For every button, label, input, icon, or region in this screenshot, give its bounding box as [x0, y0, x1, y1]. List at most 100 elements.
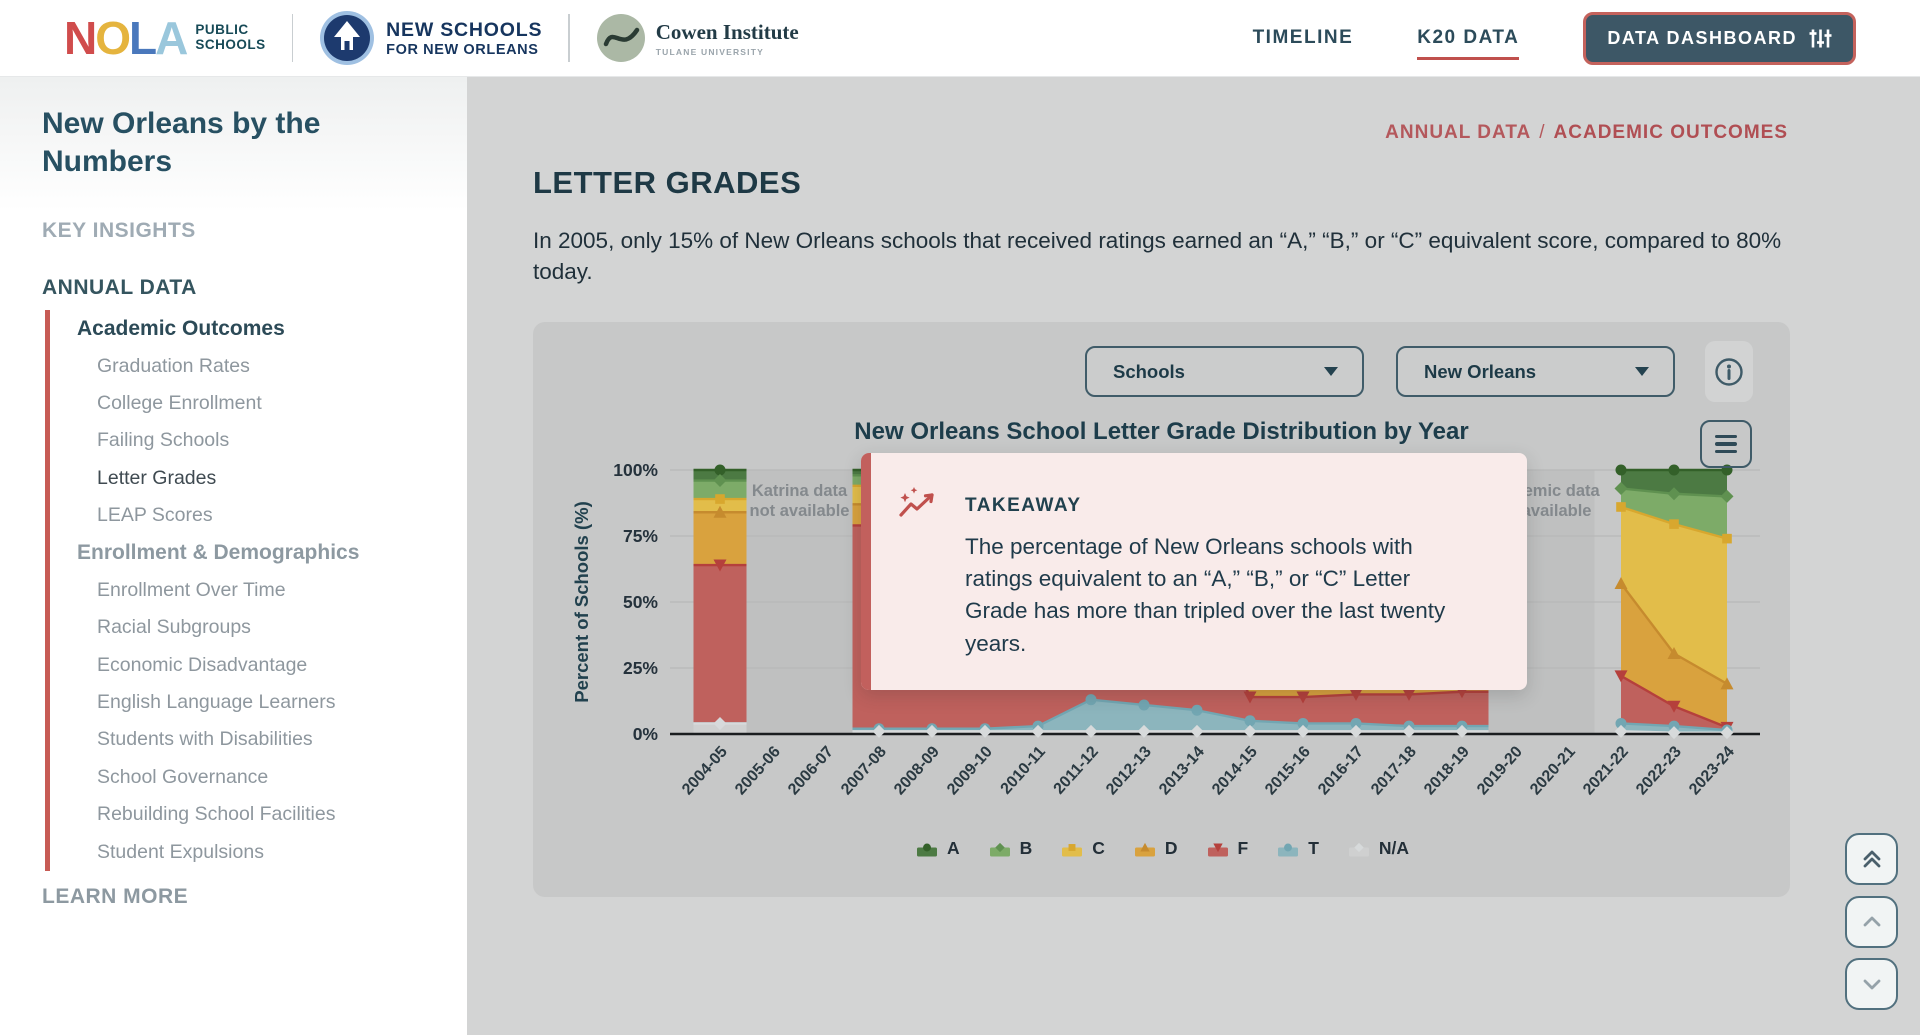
legend-label: T	[1308, 838, 1319, 858]
scroll-to-top-button[interactable]	[1845, 833, 1898, 885]
data-dashboard-label: DATA DASHBOARD	[1607, 27, 1797, 48]
svg-text:2023-24: 2023-24	[1686, 743, 1738, 798]
sidebar-item-leap-scores[interactable]: LEAP Scores	[97, 504, 213, 527]
sidebar-item-learn-more[interactable]: LEARN MORE	[42, 885, 189, 908]
sidebar-item-english-language-learners[interactable]: English Language Learners	[97, 691, 336, 714]
svg-text:2011-12: 2011-12	[1051, 743, 1102, 797]
svg-text:2014-15: 2014-15	[1209, 743, 1261, 798]
sidebar-item-key-insights[interactable]: KEY INSIGHTS	[42, 219, 196, 242]
legend-swatch	[1348, 842, 1369, 856]
svg-text:2006-07: 2006-07	[785, 743, 837, 798]
svg-text:2005-06: 2005-06	[732, 743, 784, 798]
legend-swatch	[1134, 842, 1155, 856]
legend-label: D	[1164, 838, 1178, 858]
svg-text:2013-14: 2013-14	[1156, 743, 1208, 798]
svg-text:2017-18: 2017-18	[1368, 743, 1420, 798]
legend-item-n-a[interactable]: N/A	[1346, 838, 1409, 859]
svg-text:2007-08: 2007-08	[838, 743, 890, 798]
legend-label: F	[1237, 838, 1249, 858]
breadcrumb-academic-outcomes[interactable]: ACADEMIC OUTCOMES	[1553, 122, 1788, 143]
sidebar-item-economic-disadvantage[interactable]: Economic Disadvantage	[97, 653, 308, 676]
sidebar-item-enrollment-demographics[interactable]: Enrollment & Demographics	[77, 541, 360, 565]
takeaway-heading: TAKEAWAY	[965, 495, 1082, 516]
legend-item-d[interactable]: D	[1132, 838, 1178, 859]
legend-item-b[interactable]: B	[987, 838, 1033, 859]
chart-menu-button[interactable]	[1700, 420, 1752, 468]
sidebar: New Orleans by the Numbers KEY INSIGHTS …	[0, 77, 467, 1035]
svg-text:Percent of Schools (%): Percent of Schools (%)	[571, 501, 592, 702]
takeaway-body: The percentage of New Orleans schools wi…	[965, 534, 1446, 656]
breadcrumb-annual-data[interactable]: ANNUAL DATA	[1385, 122, 1532, 143]
sidebar-item-academic-outcomes[interactable]: Academic Outcomes	[77, 316, 285, 340]
legend-swatch	[1062, 843, 1083, 856]
svg-text:Katrina data: Katrina data	[752, 482, 848, 500]
svg-text:50%: 50%	[623, 592, 658, 612]
nola-logo-subtitle: PUBLIC SCHOOLS	[195, 22, 266, 52]
sliders-icon	[1809, 29, 1832, 47]
page-intro: In 2005, only 15% of New Orleans schools…	[533, 228, 1782, 285]
region-dropdown[interactable]: New Orleans	[1396, 346, 1675, 397]
chevron-down-icon	[1863, 979, 1880, 990]
breadcrumb-separator: /	[1539, 122, 1546, 143]
top-nav: TIMELINE K20 DATA DATA DASHBOARD	[1252, 11, 1920, 65]
sidebar-item-annual-data[interactable]: ANNUAL DATA	[42, 276, 197, 299]
legend-item-t[interactable]: T	[1275, 838, 1319, 859]
svg-text:not available: not available	[750, 502, 850, 520]
page-title: LETTER GRADES	[533, 165, 802, 200]
info-icon	[1715, 357, 1743, 386]
sidebar-item-letter-grades[interactable]: Letter Grades	[97, 466, 217, 489]
new-schools-icon	[320, 11, 375, 65]
data-dashboard-button[interactable]: DATA DASHBOARD	[1583, 11, 1856, 65]
legend-label: C	[1092, 838, 1105, 858]
info-button[interactable]	[1705, 341, 1753, 402]
sidebar-item-racial-subgroups[interactable]: Racial Subgroups	[97, 616, 251, 639]
sidebar-item-rebuilding-school-facilities[interactable]: Rebuilding School Facilities	[97, 803, 336, 826]
legend-label: B	[1019, 838, 1033, 858]
svg-text:2018-19: 2018-19	[1421, 743, 1473, 798]
trend-sparkle-icon	[899, 487, 934, 517]
sidebar-title: New Orleans by the Numbers	[42, 107, 321, 178]
sidebar-item-failing-schools[interactable]: Failing Schools	[97, 429, 230, 452]
sidebar-item-enrollment-over-time[interactable]: Enrollment Over Time	[97, 578, 286, 601]
legend-item-f[interactable]: F	[1205, 838, 1249, 859]
new-schools-logo[interactable]: NEW SCHOOLS FOR NEW ORLEANS	[319, 10, 542, 66]
sidebar-item-graduation-rates[interactable]: Graduation Rates	[97, 354, 250, 377]
dataset-dropdown-value: Schools	[1113, 360, 1185, 382]
scroll-up-button[interactable]	[1845, 896, 1898, 948]
svg-text:2022-23: 2022-23	[1633, 743, 1685, 798]
nola-letter: A	[155, 12, 188, 64]
double-chevron-up-icon	[1863, 850, 1880, 868]
sidebar-item-students-with-disabilities[interactable]: Students with Disabilities	[97, 728, 313, 751]
nav-timeline[interactable]: TIMELINE	[1252, 27, 1354, 48]
nola-letter: N	[64, 12, 97, 64]
nola-letter: O	[95, 12, 131, 64]
sidebar-item-school-governance[interactable]: School Governance	[97, 765, 269, 788]
svg-text:2020-21: 2020-21	[1527, 743, 1579, 798]
nav-k20-data[interactable]: K20 DATA	[1417, 27, 1520, 60]
nola-logo-letters: NOLA	[64, 12, 188, 64]
svg-text:2004-05: 2004-05	[679, 743, 731, 798]
cowen-institute-logo[interactable]: Cowen Institute TULANE UNIVERSITY	[596, 13, 799, 63]
legend-item-a[interactable]: A	[914, 838, 960, 859]
cowen-icon	[596, 14, 645, 62]
sidebar-item-college-enrollment[interactable]: College Enrollment	[97, 391, 262, 414]
legend-swatch	[989, 842, 1010, 856]
svg-text:2015-16: 2015-16	[1262, 743, 1314, 798]
legend-label: N/A	[1378, 838, 1410, 858]
chart-legend: A B C D F T N/A	[533, 838, 1790, 859]
region-dropdown-value: New Orleans	[1424, 360, 1537, 382]
svg-text:75%: 75%	[623, 526, 658, 546]
scroll-down-button[interactable]	[1845, 958, 1898, 1010]
breadcrumb: ANNUAL DATA / ACADEMIC OUTCOMES	[1385, 122, 1788, 144]
dataset-dropdown[interactable]: Schools	[1085, 346, 1364, 397]
sidebar-item-student-expulsions[interactable]: Student Expulsions	[97, 840, 264, 863]
svg-text:0%: 0%	[633, 724, 659, 744]
chevron-down-icon	[1324, 367, 1338, 376]
cowen-label: Cowen Institute TULANE UNIVERSITY	[655, 19, 799, 57]
svg-text:2010-11: 2010-11	[998, 743, 1049, 797]
legend-swatch	[1207, 843, 1228, 856]
svg-text:2009-10: 2009-10	[944, 743, 996, 798]
chevron-up-icon	[1863, 916, 1880, 927]
legend-item-c[interactable]: C	[1059, 838, 1105, 859]
nola-public-schools-logo[interactable]: NOLA PUBLIC SCHOOLS	[64, 15, 266, 61]
